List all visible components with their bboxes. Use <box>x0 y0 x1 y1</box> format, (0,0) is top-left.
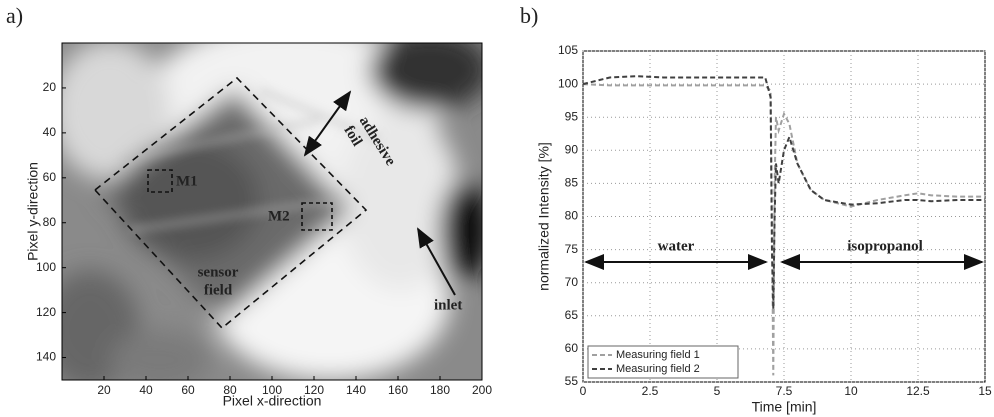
foil-arrow <box>303 90 352 157</box>
y-tick-label: 20 <box>43 80 57 94</box>
y-tick-label: 90 <box>565 142 579 156</box>
y-tick-label: 100 <box>36 260 56 274</box>
x-tick-label: 12.5 <box>906 384 930 398</box>
x-tick-label: 140 <box>346 383 366 397</box>
x-tick-label: 80 <box>223 383 237 397</box>
x-tick-label: 200 <box>472 383 492 397</box>
x-tick-label: 180 <box>430 383 450 397</box>
x-axis-label: Pixel x-direction <box>223 393 322 409</box>
y-tick-label: 80 <box>43 215 57 229</box>
y-tick-label: 95 <box>565 109 579 123</box>
x-tick-label: 40 <box>139 383 153 397</box>
annotation: inlet <box>434 297 462 313</box>
x-tick-label: 15 <box>978 384 992 398</box>
annotation: isopropanol <box>847 238 923 254</box>
m1-box <box>147 169 173 193</box>
x-tick-label: 160 <box>388 383 408 397</box>
panel-label: b) <box>520 3 538 28</box>
y-tick-label: 75 <box>565 242 579 256</box>
x-tick-label: 10 <box>844 384 858 398</box>
legend-label: Measuring field 1 <box>616 349 700 361</box>
series-line <box>582 75 985 310</box>
inlet-arrow <box>417 227 456 296</box>
y-tick-label: 70 <box>565 275 579 289</box>
x-tick-label: 100 <box>262 383 282 397</box>
y-tick-label: 40 <box>43 125 57 139</box>
x-axis-label: Time [min] <box>752 399 817 415</box>
x-tick-label: 7.5 <box>776 384 793 398</box>
y-tick-label: 105 <box>558 43 578 57</box>
x-tick-label: 0 <box>580 384 587 398</box>
y-axis-label: Pixel y-direction <box>25 162 41 261</box>
legend-label: Measuring field 2 <box>616 363 700 375</box>
x-tick-label: 120 <box>304 383 324 397</box>
sensor-outline <box>93 76 368 330</box>
annotation: field <box>204 282 233 298</box>
x-tick-label: 60 <box>181 383 195 397</box>
annotation: M2 <box>268 208 290 224</box>
series-line <box>582 83 985 376</box>
y-axis-label: normalized Intensity [%] <box>536 142 552 291</box>
y-tick-label: 80 <box>565 209 579 223</box>
y-tick-label: 140 <box>36 350 56 364</box>
x-tick-label: 20 <box>97 383 111 397</box>
y-tick-label: 55 <box>565 374 579 388</box>
annotation: sensor <box>198 264 239 280</box>
m2-box <box>301 202 333 231</box>
y-tick-label: 60 <box>43 170 57 184</box>
y-tick-label: 65 <box>565 308 579 322</box>
annotation: M1 <box>176 173 198 189</box>
y-tick-label: 100 <box>558 76 578 90</box>
panel-label: a) <box>6 3 23 28</box>
x-tick-label: 5 <box>714 384 721 398</box>
y-tick-label: 120 <box>36 305 56 319</box>
annotation: water <box>658 238 695 254</box>
x-tick-label: 2.5 <box>642 384 659 398</box>
legend-box <box>587 345 739 379</box>
y-tick-label: 85 <box>565 176 579 190</box>
y-tick-label: 60 <box>565 341 579 355</box>
image <box>62 43 482 380</box>
